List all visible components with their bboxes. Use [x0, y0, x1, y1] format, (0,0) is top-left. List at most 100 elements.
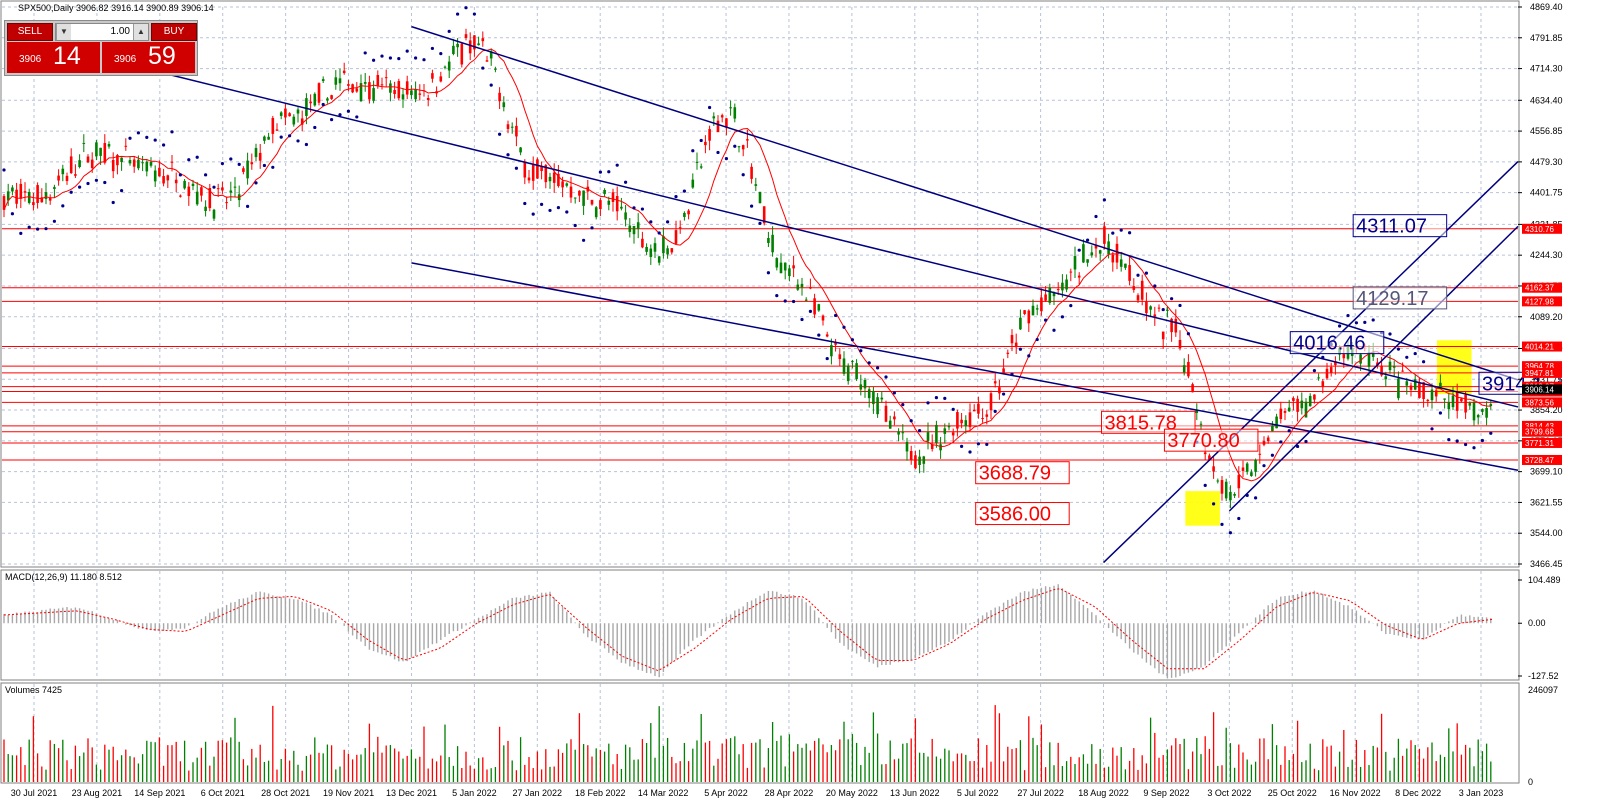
candle-body — [876, 397, 879, 415]
sell-button[interactable]: SELL — [7, 23, 53, 41]
candle-body — [548, 176, 552, 182]
candle-body — [1061, 282, 1064, 291]
volume-bars — [3, 705, 1492, 782]
level-price-tag — [1522, 367, 1562, 378]
candle-body — [284, 108, 287, 118]
candle-body — [1208, 455, 1211, 460]
sar-dot — [682, 189, 687, 193]
candle-body — [645, 246, 648, 252]
candle-body — [851, 360, 854, 362]
candle-body — [1405, 381, 1409, 386]
candle-body — [1250, 472, 1253, 477]
candle-body — [1161, 331, 1165, 340]
volume-title: Volumes 7425 — [5, 685, 62, 695]
candle-body — [632, 225, 636, 235]
sar-dot — [1212, 502, 1216, 506]
sar-dot — [993, 409, 997, 413]
time-axis-label: 23 Aug 2021 — [72, 788, 123, 798]
candle-body — [796, 284, 800, 290]
candle-body — [888, 420, 892, 429]
candle-body — [410, 90, 413, 96]
candle-body — [1266, 437, 1270, 442]
sar-dot — [531, 212, 535, 216]
candle-body — [792, 265, 795, 269]
candle-body — [1191, 384, 1194, 393]
time-axis-label: 13 Dec 2021 — [386, 788, 437, 798]
candle-body — [1182, 365, 1186, 373]
lot-increase-icon[interactable]: ▲ — [133, 24, 148, 40]
candle-body — [229, 190, 233, 193]
buy-price[interactable]: 3906 59 — [102, 42, 195, 73]
level-price-tag — [1522, 420, 1562, 431]
annotation-label: 3770.80 — [1167, 430, 1239, 452]
candle-body — [242, 168, 245, 172]
candle-body — [61, 168, 65, 175]
candle-body — [985, 414, 989, 417]
sar-dot — [1035, 337, 1039, 342]
candle-body — [1409, 385, 1413, 390]
candle-body — [141, 162, 144, 164]
volume-grid — [33, 684, 1482, 782]
volume-panel: Volumes 7425 — [0, 682, 1520, 784]
candle-body — [1010, 334, 1014, 344]
sar-dot — [590, 226, 594, 230]
candle-body — [1439, 382, 1442, 388]
candle-body — [834, 342, 837, 345]
candle-body — [1401, 370, 1404, 372]
candle-body — [779, 262, 783, 274]
candle-body — [607, 200, 611, 205]
level-price-label: 3728.47 — [1525, 456, 1554, 465]
candle-body — [11, 187, 14, 192]
time-axis-label: 9 Sep 2022 — [1143, 788, 1189, 798]
price-tick-label: 4089.20 — [1530, 312, 1563, 322]
candle-body — [926, 432, 930, 441]
sell-price[interactable]: 3906 14 — [7, 42, 100, 73]
trendline — [1228, 225, 1519, 512]
candle-body — [1229, 491, 1232, 501]
candle-body — [368, 82, 371, 100]
candle-body — [1325, 368, 1329, 379]
candle-body — [825, 334, 829, 337]
candle-body — [754, 184, 758, 186]
sar-dot — [951, 407, 955, 411]
candle-body — [893, 416, 896, 420]
candle-body — [6, 191, 10, 201]
candle-body — [935, 424, 938, 443]
candle-body — [1287, 407, 1291, 412]
candle-body — [443, 66, 447, 68]
candle-body — [989, 393, 993, 411]
candle-body — [901, 432, 905, 434]
candle-body — [758, 191, 762, 204]
time-axis-label: 25 Oct 2022 — [1268, 788, 1317, 798]
candle-body — [1426, 399, 1430, 401]
sar-dot — [120, 189, 124, 193]
candle-body — [1052, 292, 1056, 297]
candle-body — [1216, 480, 1220, 482]
sar-dot — [691, 149, 695, 153]
candle-body — [95, 142, 98, 157]
sar-dot — [918, 429, 922, 433]
buy-button[interactable]: BUY — [151, 23, 197, 41]
candle-body — [972, 409, 976, 412]
candle-body — [170, 161, 174, 163]
candle-body — [452, 45, 455, 55]
candle-body — [678, 227, 682, 229]
lot-size-field[interactable]: ▼ 1.00 ▲ — [55, 23, 149, 41]
price-tick-label: 3621.55 — [1530, 497, 1563, 507]
candle-body — [1119, 259, 1123, 267]
candle-body — [842, 358, 846, 374]
sar-dot — [86, 181, 90, 186]
price-tick-label: 4479.30 — [1530, 157, 1563, 167]
candle-body — [603, 189, 606, 194]
time-axis-label: 30 Jul 2021 — [11, 788, 58, 798]
candle-body — [582, 190, 585, 206]
lot-decrease-icon[interactable]: ▼ — [56, 24, 71, 40]
candle-body — [1212, 466, 1215, 472]
time-axis-label: 5 Jul 2022 — [957, 788, 999, 798]
candle-body — [15, 189, 18, 204]
candle-body — [292, 116, 296, 125]
candle-body — [1380, 365, 1383, 376]
sar-dot — [892, 391, 897, 395]
candle-body — [729, 107, 732, 109]
candle-body — [439, 76, 443, 82]
